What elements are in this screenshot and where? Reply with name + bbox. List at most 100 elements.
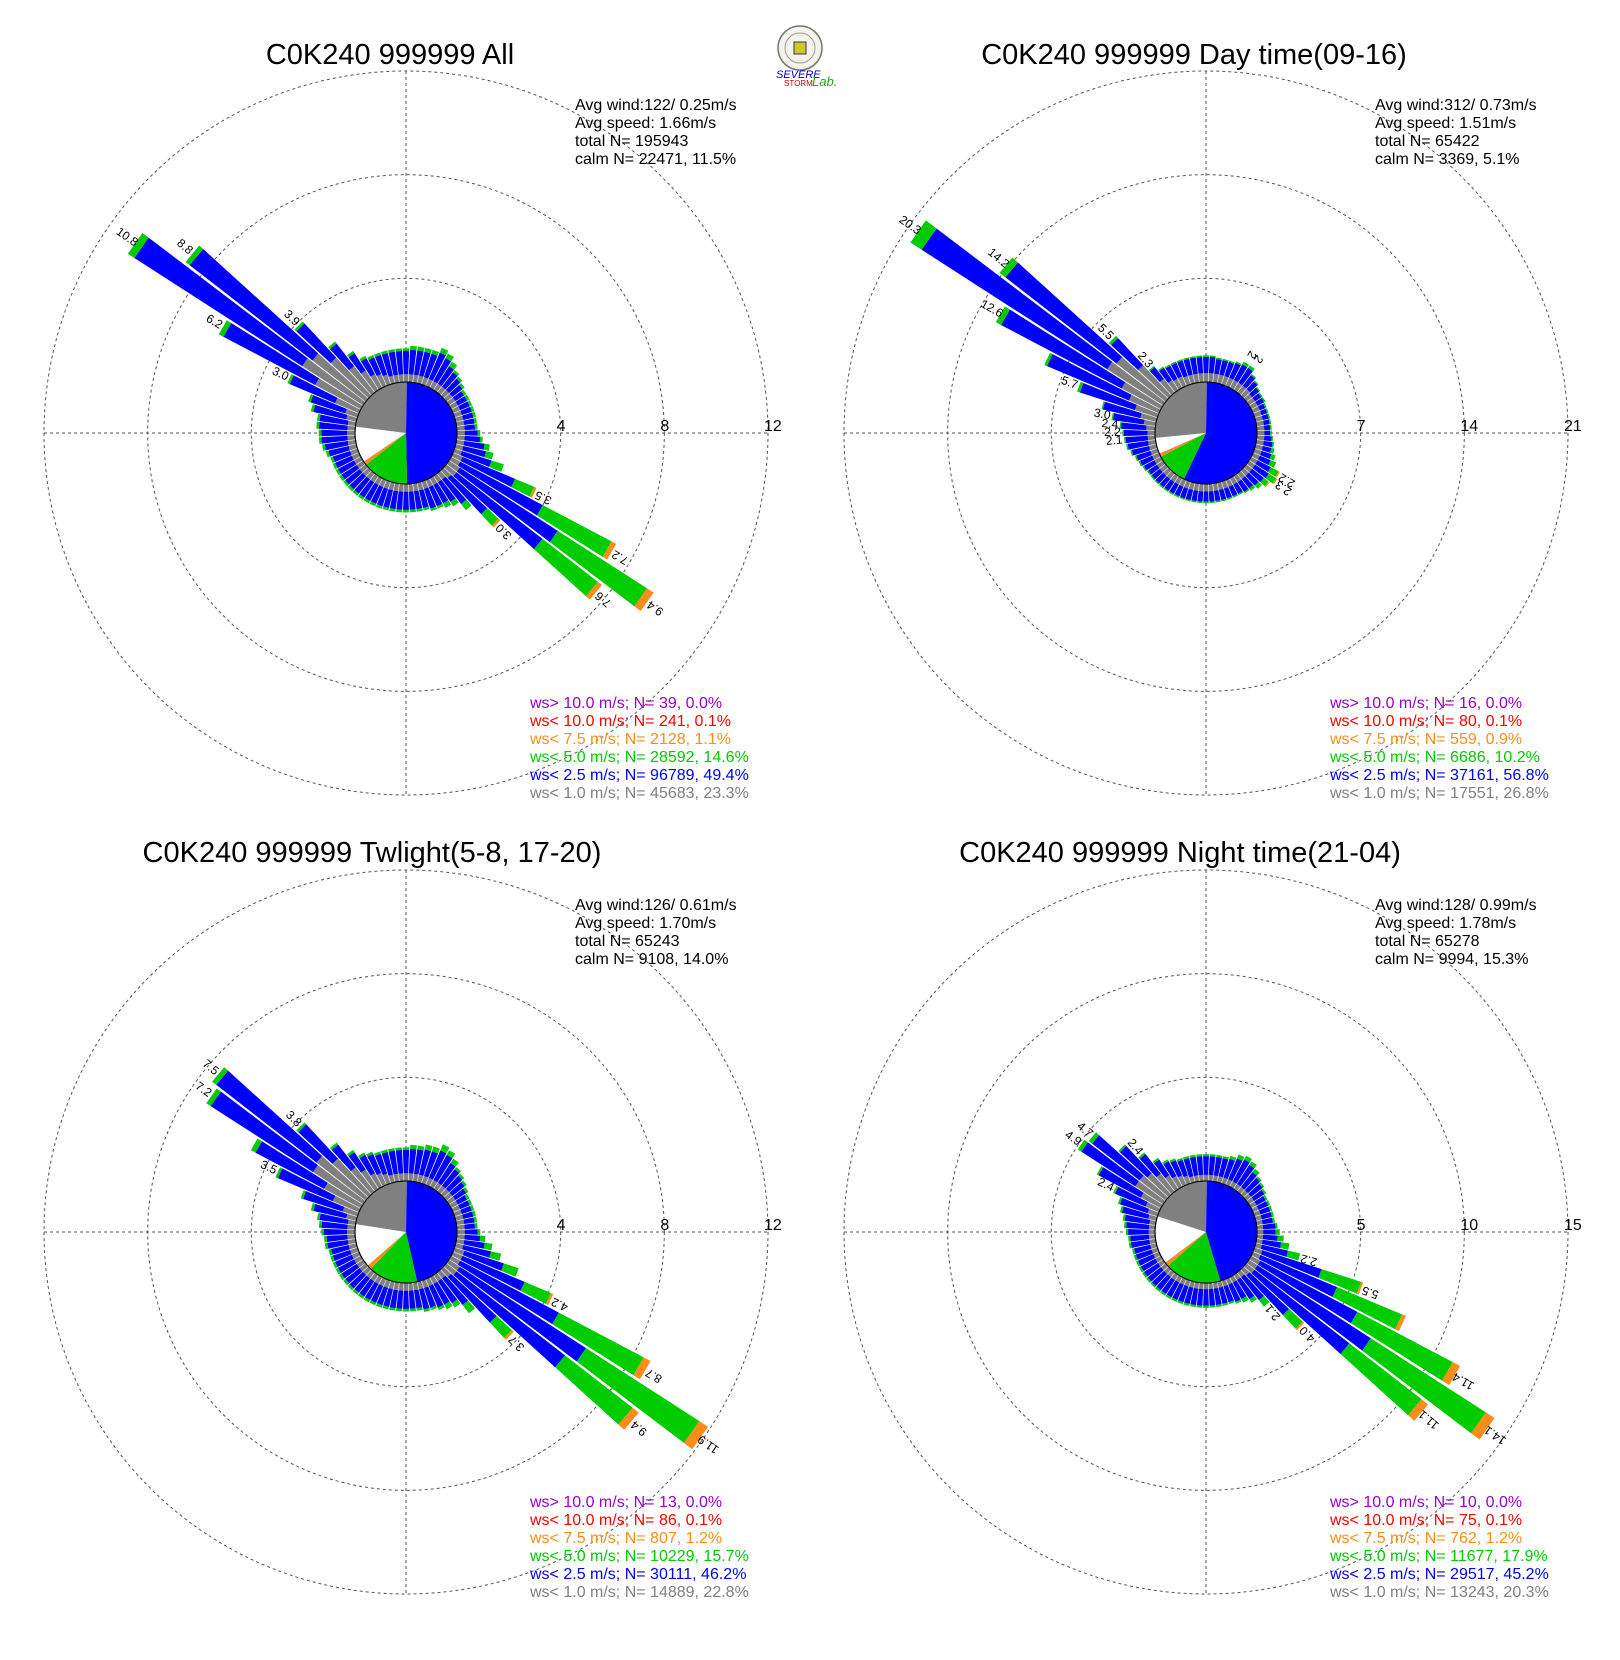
bar-segment xyxy=(389,490,399,510)
calm-outline xyxy=(354,1180,458,1284)
bar-segment xyxy=(1196,356,1204,374)
bar-segment xyxy=(1184,1286,1194,1304)
bar-segment xyxy=(453,1247,465,1256)
bar-segment xyxy=(1286,1250,1301,1261)
direction-bar xyxy=(1212,1154,1223,1183)
bar-segment xyxy=(1151,1247,1159,1254)
bar-segment xyxy=(545,1292,554,1306)
bar-segment xyxy=(1254,1195,1266,1206)
bar-segment xyxy=(479,1235,486,1242)
avg-wind-text: Avg wind:312/ 0.73m/s xyxy=(1375,97,1537,114)
bar-segment xyxy=(1126,1228,1129,1236)
bar-segment xyxy=(1166,1280,1180,1298)
bar-segment xyxy=(1213,490,1221,502)
bar-segment xyxy=(453,370,460,377)
direction-bar xyxy=(325,444,358,458)
bar-segment xyxy=(1218,488,1227,501)
bar-segment xyxy=(1264,481,1270,488)
direction-bar: 5.7 xyxy=(1059,373,1159,418)
direction-bar xyxy=(1225,478,1239,498)
bar-segment xyxy=(398,374,404,383)
bar-segment xyxy=(1155,1286,1161,1292)
bar-segment xyxy=(1268,460,1277,468)
bar-segment xyxy=(302,358,366,406)
bar-segment xyxy=(1240,467,1249,476)
bar-segment xyxy=(413,490,423,510)
bar-segment xyxy=(1171,1297,1178,1302)
bar-segment xyxy=(1212,373,1219,384)
bar-segment xyxy=(483,443,490,451)
bar-segment xyxy=(423,1307,431,1313)
bar-segment xyxy=(1237,470,1246,480)
bar-segment xyxy=(368,357,382,377)
bar-segment xyxy=(1340,1343,1422,1416)
bar-segment xyxy=(446,397,456,406)
bar-segment xyxy=(454,1167,462,1174)
bar-segment xyxy=(313,1165,366,1205)
direction-bar xyxy=(1221,1155,1237,1185)
bar-segment xyxy=(1197,501,1203,504)
direction-bar xyxy=(1229,476,1244,496)
legend-entry: ws< 2.5 m/s; N= 37161, 56.8% xyxy=(1329,767,1549,784)
avg-speed-text: Avg speed: 1.78m/s xyxy=(1375,915,1516,932)
direction-bar xyxy=(335,456,363,476)
bar-segment xyxy=(419,1288,430,1310)
bar-segment xyxy=(357,494,365,500)
direction-bar xyxy=(1253,1205,1273,1217)
bar-segment xyxy=(374,476,383,485)
bar-segment xyxy=(1177,1159,1188,1178)
bar-segment xyxy=(389,508,396,512)
bar-segment xyxy=(1153,1251,1161,1259)
direction-bar xyxy=(433,361,458,393)
direction-bar xyxy=(429,1150,456,1189)
direction-bar xyxy=(455,439,490,451)
bar-segment xyxy=(1263,1194,1268,1201)
bar-segment xyxy=(341,1263,360,1279)
bar-segment xyxy=(1232,1159,1250,1184)
bar-segment xyxy=(1208,373,1214,383)
bar-segment xyxy=(460,406,472,416)
bar-segment xyxy=(423,487,437,509)
bar-segment xyxy=(1169,482,1179,494)
direction-bar xyxy=(1160,1272,1179,1296)
bar-segment xyxy=(464,394,470,401)
bar-segment xyxy=(464,1234,481,1242)
bar-segment xyxy=(1101,401,1105,410)
bar-segment xyxy=(1193,373,1200,384)
bar-segment xyxy=(1185,488,1194,501)
bar-segment xyxy=(330,1255,335,1263)
bar-segment xyxy=(455,1195,468,1205)
direction-bar xyxy=(1142,1259,1166,1278)
bar-segment xyxy=(345,469,363,485)
direction-bar xyxy=(1146,460,1166,476)
direction-bar xyxy=(346,1149,379,1192)
bar-segment xyxy=(1121,1206,1150,1219)
bar-segment xyxy=(443,464,457,476)
bar-segment xyxy=(318,1221,322,1228)
bar-segment xyxy=(1119,1205,1124,1213)
bar-segment xyxy=(318,429,322,437)
direction-bar xyxy=(1132,1243,1158,1255)
bar-segment xyxy=(1156,460,1166,469)
bar-segment xyxy=(1241,476,1254,489)
bar-segment xyxy=(464,435,481,443)
direction-bar xyxy=(375,1279,391,1308)
bar-segment xyxy=(455,420,465,427)
bar-segment xyxy=(1189,1156,1199,1177)
direction-bar xyxy=(1208,483,1215,504)
direction-bar xyxy=(1225,361,1242,388)
bar-segment xyxy=(1350,1311,1453,1381)
bar-segment xyxy=(348,1243,358,1250)
bar-segment xyxy=(1249,1295,1257,1303)
bar-segment xyxy=(1160,1263,1169,1271)
direction-bar xyxy=(388,349,400,384)
bar-segment xyxy=(454,444,464,451)
bar-segment xyxy=(1249,456,1258,465)
speed-pie-slice xyxy=(367,1232,406,1267)
bar-segment xyxy=(345,408,359,418)
bar-segment xyxy=(369,501,377,507)
bar-segment xyxy=(1263,440,1273,448)
bar-segment xyxy=(354,1275,370,1293)
bar-segment xyxy=(1136,1260,1141,1267)
bar-segment xyxy=(408,1290,416,1309)
